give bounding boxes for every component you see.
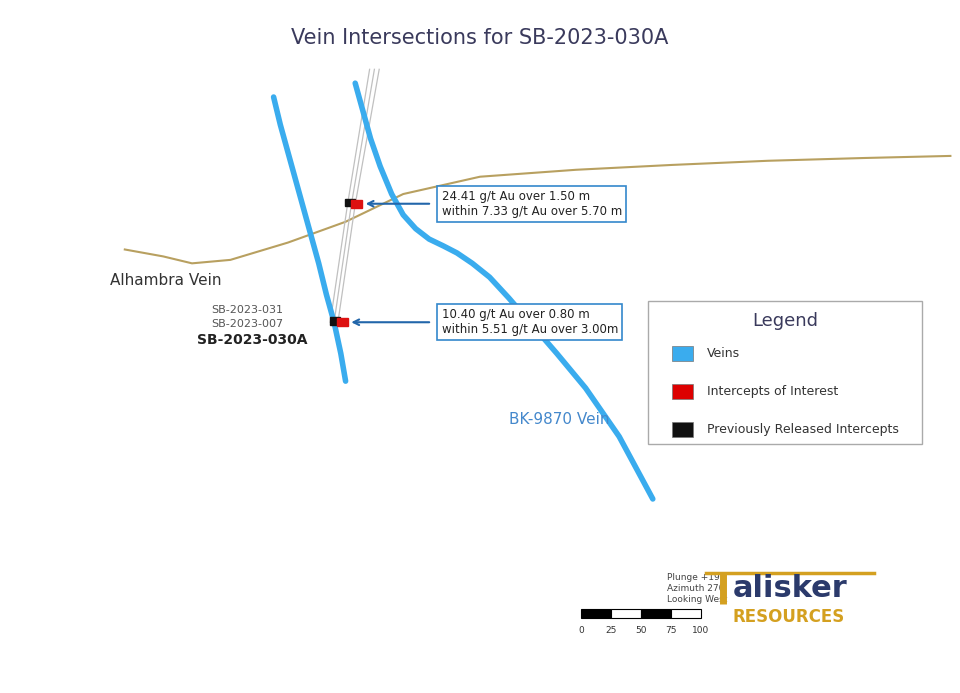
FancyBboxPatch shape bbox=[330, 317, 340, 324]
FancyBboxPatch shape bbox=[648, 301, 922, 444]
Text: Vein Intersections for SB-2023-030A: Vein Intersections for SB-2023-030A bbox=[291, 28, 669, 48]
FancyBboxPatch shape bbox=[351, 200, 362, 208]
Text: Previously Released Intercepts: Previously Released Intercepts bbox=[707, 423, 899, 436]
FancyBboxPatch shape bbox=[641, 609, 671, 618]
Text: Intercepts of Interest: Intercepts of Interest bbox=[707, 385, 838, 398]
Text: 75: 75 bbox=[665, 626, 677, 635]
Text: SB-2023-030A: SB-2023-030A bbox=[197, 333, 307, 346]
FancyBboxPatch shape bbox=[672, 346, 693, 361]
FancyBboxPatch shape bbox=[672, 422, 693, 437]
FancyBboxPatch shape bbox=[581, 609, 611, 618]
Text: 0: 0 bbox=[578, 626, 584, 635]
Text: Alhambra Vein: Alhambra Vein bbox=[110, 273, 222, 288]
Text: Veins: Veins bbox=[707, 347, 740, 360]
Text: Legend: Legend bbox=[752, 312, 818, 330]
FancyBboxPatch shape bbox=[345, 198, 355, 207]
Text: SB-2023-007: SB-2023-007 bbox=[211, 319, 283, 328]
Text: alisker: alisker bbox=[732, 574, 848, 603]
FancyBboxPatch shape bbox=[337, 318, 348, 326]
Text: Plunge +19
Azimuth 270
Looking West: Plunge +19 Azimuth 270 Looking West bbox=[667, 573, 728, 604]
Text: 50: 50 bbox=[636, 626, 646, 635]
Text: SB-2023-031: SB-2023-031 bbox=[211, 305, 283, 315]
Text: 24.41 g/t Au over 1.50 m
within 7.33 g/t Au over 5.70 m: 24.41 g/t Au over 1.50 m within 7.33 g/t… bbox=[442, 190, 622, 218]
Text: 10.40 g/t Au over 0.80 m
within 5.51 g/t Au over 3.00m: 10.40 g/t Au over 0.80 m within 5.51 g/t… bbox=[442, 308, 618, 336]
Text: BK-9870 Vein: BK-9870 Vein bbox=[509, 412, 610, 427]
FancyBboxPatch shape bbox=[671, 609, 701, 618]
Text: 100: 100 bbox=[692, 626, 709, 635]
Text: RESOURCES: RESOURCES bbox=[732, 608, 845, 626]
FancyBboxPatch shape bbox=[672, 384, 693, 399]
FancyBboxPatch shape bbox=[611, 609, 641, 618]
Text: 25: 25 bbox=[605, 626, 616, 635]
